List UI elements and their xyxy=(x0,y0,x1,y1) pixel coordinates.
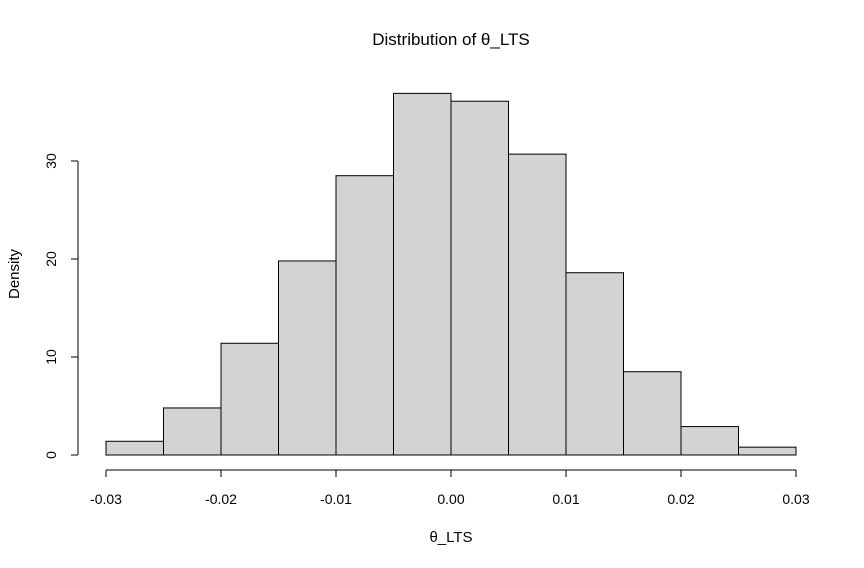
y-axis-label: Density xyxy=(6,248,23,299)
y-axis: 0 10 20 30 xyxy=(43,153,79,459)
histogram-bar xyxy=(508,153,567,456)
histogram-bar xyxy=(278,260,337,456)
y-tick-label: 0 xyxy=(43,451,59,459)
histogram-bar xyxy=(220,342,279,456)
y-tick-label: 30 xyxy=(43,153,59,169)
histogram-bar xyxy=(163,407,222,456)
y-tick-label: 10 xyxy=(43,349,59,365)
x-tick-label: -0.02 xyxy=(205,491,237,507)
histogram-bar xyxy=(680,426,739,456)
histogram-bar xyxy=(565,272,624,456)
y-tick-label: 20 xyxy=(43,251,59,267)
x-tick-label: 0.01 xyxy=(552,491,579,507)
x-tick-label: 0.03 xyxy=(782,491,809,507)
histogram-bar xyxy=(393,92,452,456)
histogram-bar xyxy=(335,175,394,456)
x-axis: -0.03 -0.02 -0.01 0.00 0.01 0.02 0.03 xyxy=(90,469,810,507)
histogram-bar xyxy=(450,100,509,456)
x-tick-label: -0.03 xyxy=(90,491,122,507)
chart-title: Distribution of θ_LTS xyxy=(372,30,529,49)
x-tick-label: -0.01 xyxy=(320,491,352,507)
bars-group xyxy=(105,92,797,456)
histogram-bar xyxy=(105,440,164,456)
histogram-bar xyxy=(738,446,797,456)
x-tick-label: 0.00 xyxy=(437,491,464,507)
x-axis-label: θ_LTS xyxy=(429,529,472,546)
x-tick-label: 0.02 xyxy=(667,491,694,507)
histogram-bar xyxy=(623,371,682,456)
